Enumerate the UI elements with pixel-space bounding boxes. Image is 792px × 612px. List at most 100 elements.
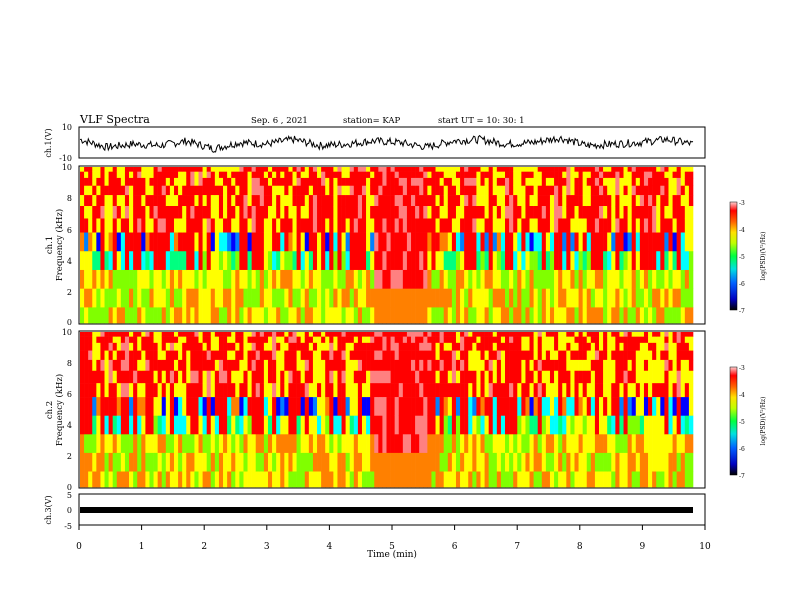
spectrogram-cell bbox=[214, 471, 220, 488]
spectrogram-cell bbox=[464, 307, 469, 324]
spectrogram-cell bbox=[599, 370, 604, 384]
spectrogram-cell bbox=[676, 195, 682, 207]
spectrogram-cell bbox=[276, 195, 281, 207]
spectrogram-cell bbox=[108, 177, 113, 187]
spectrogram-cell bbox=[476, 177, 481, 187]
spectrogram-cell bbox=[104, 434, 109, 454]
spectrogram-cell bbox=[533, 177, 539, 187]
spectrogram-cell bbox=[251, 232, 257, 252]
spectrogram-cell bbox=[676, 185, 682, 196]
spectrogram-cell bbox=[255, 288, 261, 308]
spectrogram-cell bbox=[190, 307, 195, 324]
spectrogram-cell bbox=[361, 185, 367, 196]
spectrogram-cell bbox=[541, 332, 547, 337]
spectrogram-cell bbox=[378, 336, 383, 344]
spectrogram-cell bbox=[178, 336, 183, 344]
spectrogram-cell bbox=[235, 251, 240, 271]
spectrogram-cell bbox=[112, 307, 118, 324]
spectrogram-cell bbox=[427, 336, 432, 344]
spectrogram-cell bbox=[668, 195, 673, 207]
spectrogram-cell bbox=[611, 251, 616, 271]
spectrogram-cell bbox=[488, 167, 494, 172]
spectrogram-cell bbox=[214, 269, 220, 289]
spectrogram-cell bbox=[599, 359, 604, 372]
spectrogram-cell bbox=[402, 218, 408, 233]
spectrogram-cell bbox=[161, 288, 167, 308]
spectrogram-cell bbox=[648, 218, 653, 233]
spectrogram-cell bbox=[382, 452, 387, 472]
spectrogram-cell bbox=[639, 218, 645, 233]
ch1-cb-tick-6: -6 bbox=[739, 281, 745, 288]
spectrogram-cell bbox=[639, 359, 645, 372]
spectrogram-cell bbox=[374, 342, 379, 351]
spectrogram-cell bbox=[337, 307, 342, 324]
spectrogram-cell bbox=[533, 471, 539, 488]
spectrogram-cell bbox=[288, 177, 293, 187]
spectrogram-cell bbox=[157, 218, 163, 233]
spectrogram-cell bbox=[116, 452, 122, 472]
spectrogram-cell bbox=[284, 452, 289, 472]
spectrogram-cell bbox=[615, 185, 620, 196]
spectrogram-cell bbox=[190, 232, 195, 252]
spectrogram-cell bbox=[513, 307, 518, 324]
spectrogram-cell bbox=[533, 397, 539, 416]
spectrogram-cell bbox=[394, 452, 400, 472]
spectrogram-cell bbox=[133, 195, 138, 207]
spectrogram-cell bbox=[554, 342, 559, 351]
spectrogram-cell bbox=[415, 434, 420, 454]
spectrogram-cell bbox=[406, 342, 412, 351]
spectrogram-cell bbox=[562, 251, 567, 271]
spectrogram-cell bbox=[492, 350, 498, 361]
spectrogram-cell bbox=[88, 269, 93, 289]
spectrogram-cell bbox=[129, 251, 134, 271]
spectrogram-cell bbox=[80, 269, 85, 289]
spectrogram-cell bbox=[243, 167, 248, 172]
spectrogram-cell bbox=[194, 218, 199, 233]
spectrogram-cell bbox=[525, 359, 530, 372]
spectrogram-cell bbox=[366, 370, 371, 384]
spectrogram-cell bbox=[517, 232, 522, 252]
spectrogram-cell bbox=[280, 359, 285, 372]
spectrogram-cell bbox=[558, 332, 563, 337]
spectrogram-cell bbox=[615, 171, 620, 179]
spectrogram-cell bbox=[374, 185, 379, 196]
spectrogram-cell bbox=[239, 195, 244, 207]
spectrogram-cell bbox=[292, 232, 297, 252]
spectrogram-cell bbox=[394, 359, 400, 372]
spectrogram-cell bbox=[480, 185, 485, 196]
spectrogram-cell bbox=[398, 415, 404, 435]
spectrogram-cell bbox=[325, 342, 330, 351]
spectrogram-cell bbox=[664, 218, 669, 233]
spectrogram-cell bbox=[525, 206, 530, 219]
spectrogram-cell bbox=[210, 471, 216, 488]
spectrogram-cell bbox=[541, 307, 547, 324]
spectrogram-cell bbox=[157, 167, 163, 172]
spectrogram-cell bbox=[100, 307, 105, 324]
spectrogram-cell bbox=[562, 195, 567, 207]
spectrogram-cell bbox=[374, 434, 379, 454]
spectrogram-cell bbox=[402, 397, 408, 416]
spectrogram-cell bbox=[190, 397, 195, 416]
spectrogram-cell bbox=[267, 307, 273, 324]
spectrogram-cell bbox=[173, 195, 179, 207]
spectrogram-cell bbox=[361, 370, 367, 384]
spectrogram-cell bbox=[378, 350, 383, 361]
spectrogram-cell bbox=[116, 471, 122, 488]
spectrogram-cell bbox=[325, 359, 330, 372]
spectrogram-cell bbox=[84, 471, 89, 488]
spectrogram-cell bbox=[194, 307, 199, 324]
spectrogram-cell bbox=[423, 177, 428, 187]
spectrogram-cell bbox=[668, 452, 673, 472]
spectrogram-cell bbox=[300, 251, 306, 271]
spectrogram-cell bbox=[243, 232, 248, 252]
spectrogram-cell bbox=[582, 288, 588, 308]
spectrogram-cell bbox=[321, 251, 326, 271]
spectrogram-cell bbox=[382, 350, 387, 361]
spectrogram-cell bbox=[288, 251, 293, 271]
spectrogram-cell bbox=[623, 397, 628, 416]
spectrogram-cell bbox=[668, 251, 673, 271]
spectrogram-cell bbox=[157, 251, 163, 271]
spectrogram-cell bbox=[500, 206, 506, 219]
spectrogram-cell bbox=[648, 307, 653, 324]
spectrogram-cell bbox=[411, 177, 416, 187]
